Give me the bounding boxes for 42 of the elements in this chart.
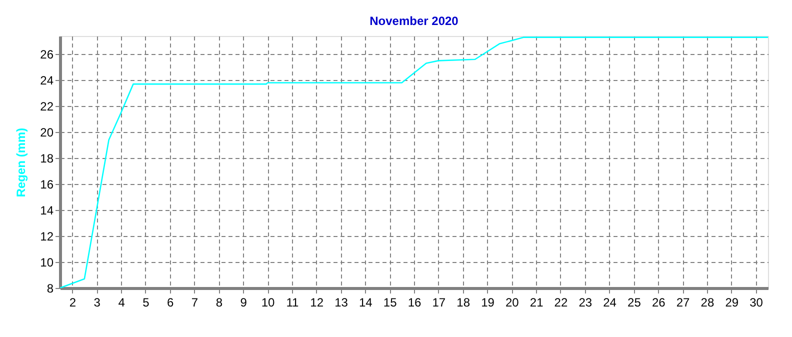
x-tick-label: 9 (240, 296, 248, 310)
y-tick-label: 20 (40, 126, 54, 140)
x-tick-label: 11 (286, 296, 299, 310)
x-tick-label: 21 (530, 296, 544, 310)
x-tick-label: 23 (578, 296, 592, 310)
x-tick-label: 30 (750, 296, 764, 310)
x-tick-label: 10 (261, 296, 276, 310)
y-axis-title: Regen (mm) (14, 128, 28, 198)
x-tick-label: 28 (700, 296, 714, 310)
x-tick-label: 18 (456, 296, 470, 310)
y-tick-label: 18 (40, 152, 54, 166)
x-tick-label: 25 (628, 296, 642, 310)
x-tick-label: 4 (118, 296, 126, 310)
y-tick-label: 12 (40, 230, 54, 244)
x-tick-label: 12 (310, 296, 324, 310)
x-tick-label: 2 (69, 296, 76, 310)
x-tick-label: 20 (505, 296, 520, 310)
x-tick-label: 16 (408, 296, 422, 310)
x-tick-label: 26 (652, 296, 666, 310)
y-tick-label: 8 (46, 282, 54, 296)
y-tick-label: 24 (40, 74, 54, 88)
x-tick-label: 15 (383, 296, 398, 310)
x-tick-label: 22 (554, 296, 568, 310)
x-tick-label: 17 (432, 296, 446, 310)
x-tick-label: 7 (191, 296, 198, 310)
x-tick-label: 5 (142, 296, 150, 310)
x-tick-label: 3 (94, 296, 101, 310)
x-tick-label: 6 (167, 296, 174, 310)
y-tick-label: 14 (40, 204, 54, 218)
y-tick-label: 22 (40, 100, 54, 114)
chart-title: November 2020 (370, 14, 459, 28)
line-series (60, 36, 768, 288)
x-tick-label: 19 (481, 296, 495, 310)
x-tick-label: 14 (358, 296, 373, 310)
x-tick-label: 8 (216, 296, 223, 310)
x-tick-label: 13 (334, 296, 348, 310)
x-tick-label: 29 (725, 296, 739, 310)
y-tick-label: 10 (40, 256, 54, 270)
x-tick-label: 24 (603, 296, 617, 310)
y-tick-label: 16 (40, 178, 54, 192)
x-tick-label: 27 (676, 296, 690, 310)
y-tick-label: 26 (40, 48, 54, 62)
